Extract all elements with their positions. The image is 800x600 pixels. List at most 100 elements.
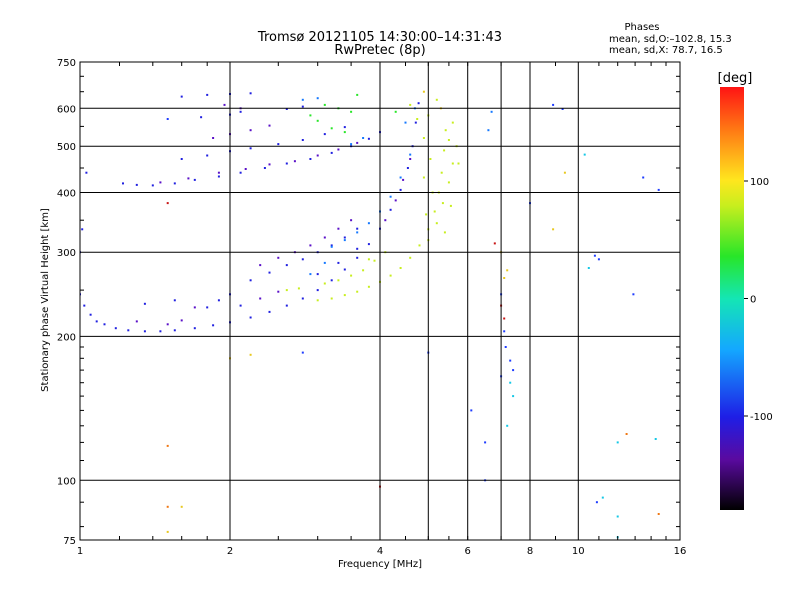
data-point bbox=[135, 183, 138, 186]
data-point bbox=[301, 258, 304, 261]
data-point bbox=[506, 269, 509, 272]
data-point bbox=[268, 124, 271, 127]
data-point bbox=[323, 282, 326, 285]
data-point bbox=[362, 269, 365, 272]
data-point bbox=[404, 121, 407, 124]
data-point bbox=[173, 182, 176, 185]
data-point bbox=[316, 299, 319, 302]
data-point bbox=[399, 267, 402, 269]
data-point bbox=[343, 239, 346, 242]
data-point bbox=[316, 97, 319, 100]
data-point bbox=[330, 244, 333, 247]
data-point bbox=[285, 289, 288, 292]
data-point bbox=[587, 267, 590, 269]
data-point bbox=[180, 505, 183, 508]
data-point bbox=[239, 304, 242, 307]
x-tick-label: 6 bbox=[465, 546, 471, 557]
data-point bbox=[367, 285, 370, 288]
data-point bbox=[350, 110, 353, 113]
data-point bbox=[249, 92, 252, 95]
data-point bbox=[443, 231, 446, 234]
y-tick-label: 100 bbox=[57, 476, 76, 487]
phase-stats-x: mean, sd,X: 78.7, 16.5 bbox=[609, 45, 723, 56]
data-point bbox=[406, 167, 409, 169]
colorbar-ticks: 100 0 -100 bbox=[744, 177, 773, 423]
data-point bbox=[422, 90, 425, 93]
colorbar-tick-label: 0 bbox=[750, 295, 756, 306]
y-axis-label: Stationary phase Virtual Height [km] bbox=[40, 208, 51, 392]
phase-series bbox=[80, 92, 420, 333]
data-point bbox=[297, 287, 300, 290]
data-point bbox=[180, 158, 183, 160]
data-point bbox=[95, 320, 98, 323]
data-point bbox=[173, 299, 176, 302]
data-point bbox=[263, 167, 266, 169]
data-point bbox=[193, 306, 196, 309]
data-point bbox=[81, 228, 84, 231]
data-point bbox=[444, 129, 447, 132]
data-point bbox=[277, 143, 280, 146]
phase-series bbox=[135, 103, 412, 326]
data-point bbox=[457, 162, 460, 165]
data-point bbox=[632, 293, 635, 296]
data-point bbox=[654, 438, 657, 440]
data-point bbox=[440, 171, 443, 174]
data-point bbox=[309, 114, 312, 117]
data-point bbox=[422, 176, 425, 179]
data-point bbox=[309, 244, 312, 247]
data-point bbox=[166, 444, 169, 447]
data-point bbox=[343, 236, 346, 239]
data-point bbox=[399, 188, 402, 191]
data-point bbox=[212, 324, 215, 327]
data-point bbox=[166, 118, 169, 120]
plot-frame bbox=[79, 61, 681, 541]
colorbar: [deg] 100 0 -100 bbox=[718, 71, 773, 510]
data-point bbox=[159, 181, 162, 184]
phase-series bbox=[166, 202, 506, 488]
data-point bbox=[470, 409, 473, 412]
data-point bbox=[583, 153, 586, 156]
data-point bbox=[193, 178, 196, 181]
y-tick-label: 750 bbox=[57, 58, 76, 69]
data-point bbox=[122, 182, 124, 185]
data-point bbox=[285, 304, 288, 307]
data-point bbox=[316, 273, 319, 276]
data-point bbox=[367, 137, 370, 140]
data-point bbox=[509, 359, 512, 362]
data-point bbox=[657, 188, 660, 191]
data-point bbox=[356, 290, 359, 293]
data-point bbox=[443, 149, 446, 152]
data-point bbox=[151, 184, 154, 187]
x-tick-label: 16 bbox=[674, 546, 687, 557]
data-point bbox=[356, 141, 359, 144]
data-point bbox=[166, 505, 169, 508]
data-point bbox=[268, 271, 271, 274]
data-point bbox=[343, 126, 346, 129]
data-point bbox=[504, 346, 507, 348]
data-point bbox=[330, 297, 333, 300]
data-point bbox=[356, 227, 359, 230]
data-point bbox=[249, 279, 252, 282]
data-point bbox=[409, 153, 412, 156]
data-point bbox=[159, 330, 162, 333]
colorbar-gradient bbox=[720, 87, 744, 510]
data-point bbox=[180, 319, 183, 322]
data-point bbox=[394, 110, 397, 113]
data-point bbox=[343, 131, 346, 134]
data-point bbox=[441, 202, 444, 205]
data-point bbox=[337, 227, 340, 230]
data-point bbox=[561, 108, 564, 110]
data-point bbox=[394, 199, 397, 202]
data-point bbox=[316, 119, 319, 122]
data-point bbox=[409, 158, 412, 160]
data-point bbox=[135, 320, 138, 323]
data-point bbox=[323, 103, 326, 106]
data-point bbox=[285, 264, 288, 267]
data-point bbox=[425, 213, 428, 216]
data-point bbox=[337, 148, 340, 151]
data-point bbox=[389, 274, 392, 277]
data-point bbox=[449, 204, 452, 207]
data-point bbox=[487, 129, 490, 132]
x-tick-label: 4 bbox=[377, 546, 383, 557]
data-point bbox=[259, 264, 262, 267]
